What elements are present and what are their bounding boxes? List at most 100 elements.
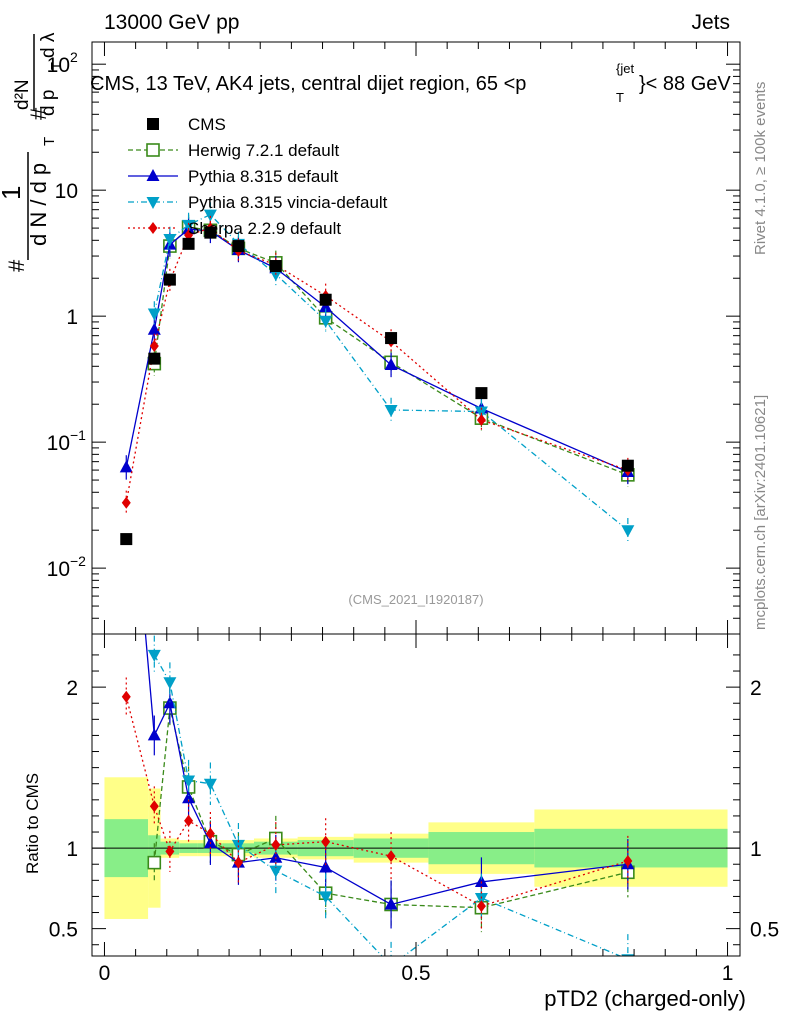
ratio-series-3 — [121, 677, 633, 931]
rivet-version-label: Rivet 4.1.0, ≥ 100k events — [752, 82, 769, 255]
cms-point — [148, 352, 161, 365]
legend-entry: Pythia 8.315 default — [128, 167, 339, 186]
x-axis-label: pTD2 (charged-only) — [544, 986, 746, 1011]
series-line — [125, 227, 629, 503]
chart-title-sup: {jet — [616, 61, 634, 76]
ratio-point — [147, 649, 161, 662]
ratio-point — [147, 728, 161, 741]
ratio-point — [205, 827, 215, 840]
data-point — [384, 357, 398, 370]
ratio-series-2 — [147, 635, 635, 973]
ylabel-dp: d p — [38, 90, 59, 116]
legend-label: Sherpa 2.2.9 default — [188, 219, 341, 238]
data-point — [476, 413, 486, 426]
ratio-tick-label-left: 2 — [66, 677, 78, 700]
x-tick-label: 0 — [99, 962, 111, 985]
ratio-point — [147, 855, 162, 870]
data-point — [182, 219, 196, 232]
ylabel-hash-1: # — [4, 259, 29, 272]
ylabel-hash-2: # — [26, 107, 51, 120]
ratio-point — [120, 406, 133, 418]
legend-entry: Sherpa 2.2.9 default — [128, 219, 341, 238]
data-point — [384, 404, 398, 417]
legend-entry: CMS — [147, 115, 226, 134]
ratio-tick-label-right: 2 — [750, 677, 762, 700]
ylabel-big-one: 1 — [0, 186, 26, 200]
y-tick-exponent: −2 — [70, 553, 86, 569]
data-point — [319, 300, 333, 313]
ratio-point — [165, 845, 175, 858]
x-tick-label: 0.5 — [401, 962, 430, 985]
y-axis-label-ratio: Ratio to CMS — [23, 773, 42, 874]
ratio-point — [385, 961, 398, 973]
y-tick-exponent: −1 — [70, 427, 86, 443]
cms-point — [385, 332, 398, 345]
ratio-point — [319, 891, 333, 904]
ratio-tick-label-left: 0.5 — [49, 919, 78, 942]
cms-point — [163, 273, 176, 286]
ratio-point — [623, 855, 633, 868]
series-1 — [119, 216, 635, 485]
legend-marker — [147, 118, 159, 130]
y-tick-label: 1 — [66, 306, 78, 329]
mcplots-label: mcplots.cern.ch [arXiv:2401.10621] — [752, 395, 769, 630]
x-tick-label: 1 — [722, 962, 734, 985]
y-tick-exponent: 2 — [70, 49, 78, 65]
data-point — [163, 233, 177, 246]
legend-marker — [146, 143, 160, 157]
main-series — [119, 202, 635, 546]
legend-label: Pythia 8.315 default — [188, 167, 339, 186]
ratio-point — [163, 677, 177, 690]
ratio-point — [386, 850, 396, 863]
ratio-tick-label-right: 1 — [750, 838, 762, 861]
legend-label: Herwig 7.2.1 default — [188, 141, 339, 160]
ratio-point — [269, 865, 283, 878]
ratio-point — [182, 791, 196, 804]
ylabel-sub-T-1: T — [41, 137, 58, 146]
ylabel-dN: d N / d p — [26, 163, 51, 246]
series-3 — [121, 215, 633, 516]
legend: CMS Herwig 7.2.1 default Pythia 8.315 defa… — [128, 115, 388, 238]
ratio-line — [153, 654, 622, 956]
y-ticks-ratio: 0.5 0.5 1 1 2 2 — [49, 654, 779, 946]
ratio-point — [203, 778, 217, 791]
x-ticks: 0 0.5 1 — [99, 42, 734, 985]
ratio-point — [476, 900, 486, 913]
ratio-point — [233, 856, 243, 869]
cms-point — [475, 387, 488, 400]
cms-point — [232, 240, 245, 253]
ylabel-sub-T-2: T — [48, 62, 63, 70]
cms-data — [120, 226, 634, 546]
header-right: Jets — [691, 11, 730, 34]
cms-point — [319, 293, 332, 306]
ratio-panel: 0.5 0.5 1 1 2 2 — [49, 406, 779, 973]
ratio-tick-label-left: 1 — [66, 838, 78, 861]
data-point — [121, 496, 131, 509]
legend-marker — [146, 169, 160, 181]
y-tick-label: 10 — [47, 54, 70, 77]
chart-title-main: CMS, 13 TeV, AK4 jets, central dijet reg… — [90, 73, 526, 95]
chart-title: CMS, 13 TeV, AK4 jets, central dijet reg… — [90, 61, 731, 105]
ylabel-dlambda: d λ — [38, 32, 59, 58]
data-point — [269, 269, 283, 282]
ratio-point — [384, 897, 398, 910]
y-axis-label-main: # 1 d N / d p T # d²N d p T d λ — [0, 32, 63, 272]
cms-point — [204, 226, 217, 239]
legend-entry: Pythia 8.315 vincia-default — [128, 193, 388, 212]
chart-title-sub: T — [616, 90, 624, 105]
ratio-point — [319, 860, 333, 873]
cms-point — [621, 459, 634, 472]
cms-point — [120, 533, 133, 546]
y-tick-label: 10 — [55, 180, 78, 203]
data-point — [621, 525, 635, 538]
data-point — [147, 308, 161, 321]
legend-label: CMS — [188, 115, 226, 134]
legend-marker — [148, 222, 158, 234]
data-point — [203, 209, 217, 222]
chart-title-tail: }< 88 GeV — [639, 73, 731, 95]
ylabel-d2N: d²N — [12, 79, 33, 110]
ratio-point — [182, 775, 196, 788]
y-tick-label: 10 — [47, 432, 70, 455]
